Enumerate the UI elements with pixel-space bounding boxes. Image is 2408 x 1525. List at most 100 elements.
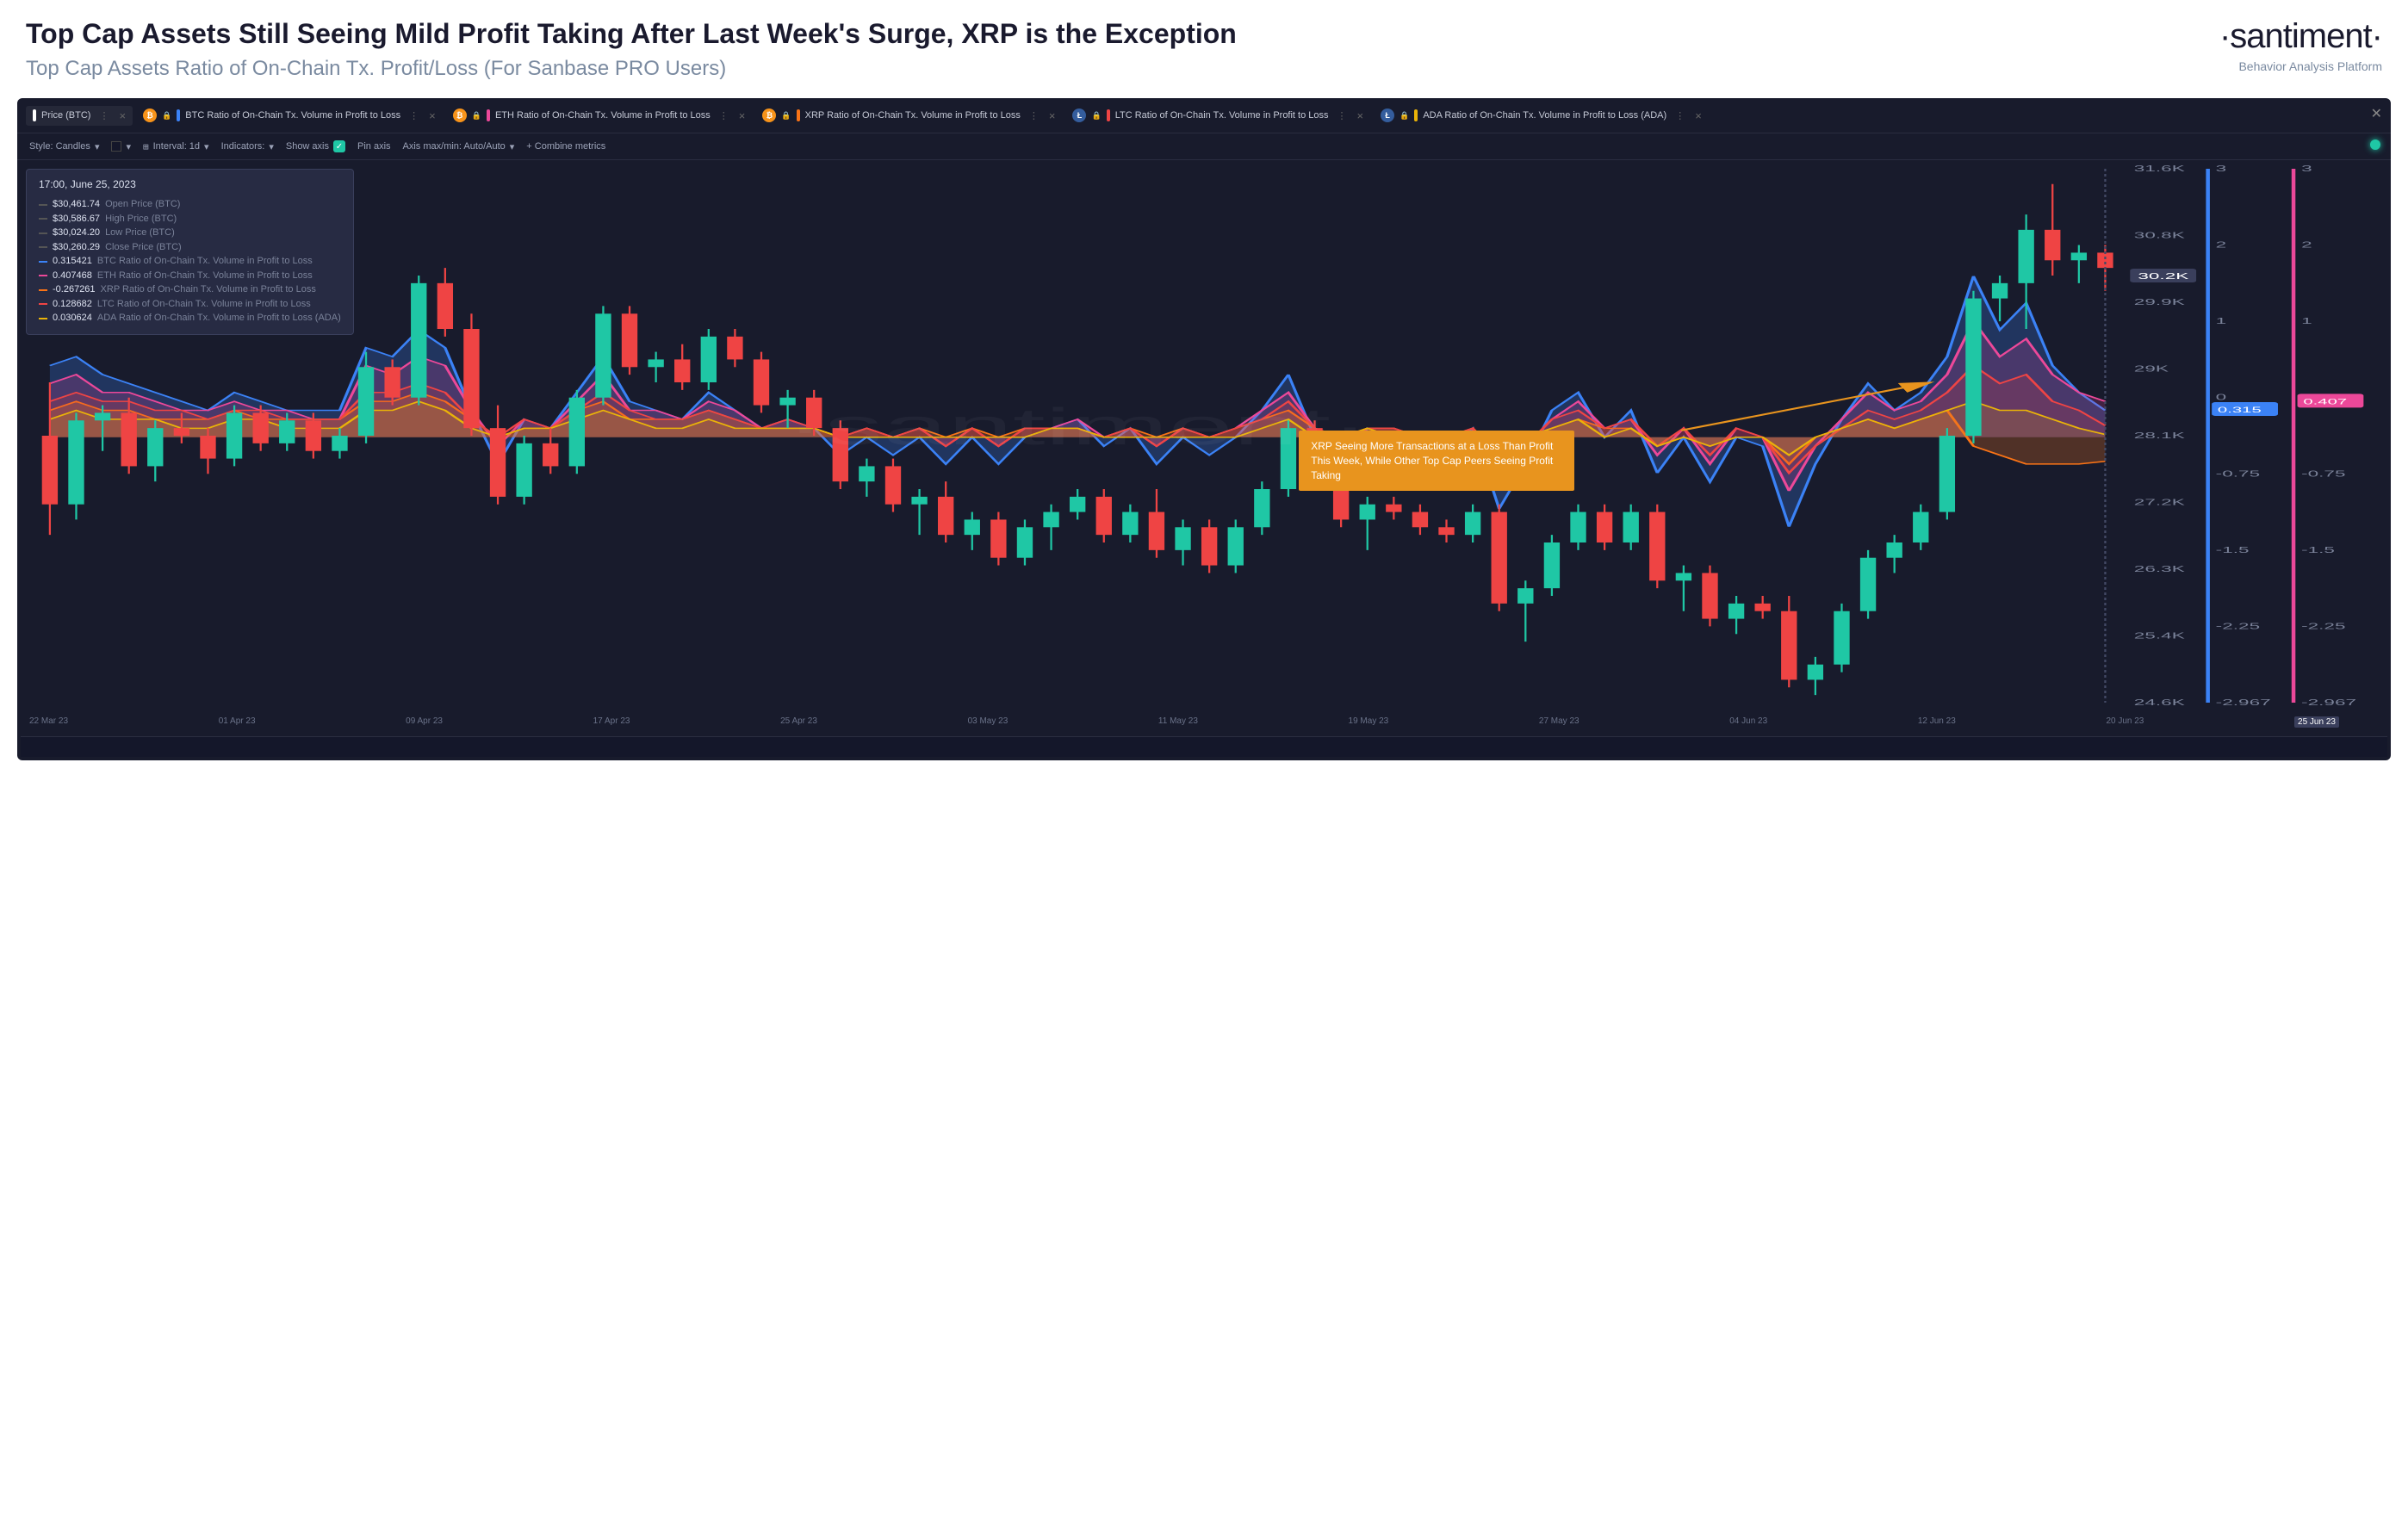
tab-close-icon[interactable]: × xyxy=(739,109,746,122)
color-dot-icon xyxy=(1107,109,1110,121)
x-axis-label: 27 May 23 xyxy=(1539,716,1579,728)
metric-tab[interactable]: ₿🔒BTC Ratio of On-Chain Tx. Volume in Pr… xyxy=(136,105,443,126)
metric-tab[interactable]: Price (BTC) ⋮ × xyxy=(26,106,133,126)
combine-metrics-button[interactable]: + Combine metrics xyxy=(526,141,605,152)
x-axis-label: 09 Apr 23 xyxy=(406,716,443,728)
svg-text:29K: 29K xyxy=(2134,364,2169,374)
chart-svg: 31.6K 30.8K 29.9K 29K 28.1K 27.2K 26.3K 25.4K 24… xyxy=(17,160,2391,711)
svg-text:24.6K: 24.6K xyxy=(2134,697,2185,707)
coin-badge-icon: Ł xyxy=(1072,108,1086,122)
show-axis-toggle[interactable]: Show axis ✓ xyxy=(286,140,345,152)
style-selector[interactable]: Style: Candles ▾ xyxy=(29,141,99,152)
annotation-text: XRP Seeing More Transactions at a Loss T… xyxy=(1311,440,1553,481)
tab-label: LTC Ratio of On-Chain Tx. Volume in Prof… xyxy=(1115,110,1329,121)
color-picker[interactable]: ▾ xyxy=(111,141,131,152)
svg-text:3: 3 xyxy=(2216,164,2227,173)
interval-selector[interactable]: ⊞ Interval: 1d ▾ xyxy=(143,141,209,152)
metric-tabs: Price (BTC)⋮×₿🔒BTC Ratio of On-Chain Tx.… xyxy=(17,98,2391,133)
annotation-box: XRP Seeing More Transactions at a Loss T… xyxy=(1299,431,1574,491)
lock-icon: 🔒 xyxy=(1399,111,1409,121)
sub-title: Top Cap Assets Ratio of On-Chain Tx. Pro… xyxy=(26,57,2219,81)
metric-tab[interactable]: ₿🔒ETH Ratio of On-Chain Tx. Volume in Pr… xyxy=(446,105,753,126)
svg-text:29.9K: 29.9K xyxy=(2134,297,2185,307)
x-axis-label: 11 May 23 xyxy=(1158,716,1198,728)
close-all-icon[interactable]: ✕ xyxy=(2371,105,2382,122)
metric-tab[interactable]: Ł 🔒 LTC Ratio of On-Chain Tx. Volume in Pr… xyxy=(1065,105,1370,126)
svg-text:·santiment·: ·santiment· xyxy=(785,399,1369,456)
coin-badge-icon: Ł xyxy=(1381,108,1394,122)
tab-label: ETH Ratio of On-Chain Tx. Volume in Prof… xyxy=(495,110,711,121)
svg-text:26.3K: 26.3K xyxy=(2134,564,2185,573)
tab-options-icon[interactable]: ⋮ xyxy=(1337,110,1347,121)
tab-close-icon[interactable]: × xyxy=(1357,109,1364,122)
tab-close-icon[interactable]: × xyxy=(1695,109,1702,122)
tab-options-icon[interactable]: ⋮ xyxy=(99,110,109,121)
svg-text:2: 2 xyxy=(2216,240,2227,250)
main-title: Top Cap Assets Still Seeing Mild Profit … xyxy=(26,17,2219,50)
chart-body[interactable]: 31.6K 30.8K 29.9K 29K 28.1K 27.2K 26.3K 25.4K 24… xyxy=(17,160,2391,711)
tab-options-icon[interactable]: ⋮ xyxy=(1029,110,1039,121)
chart-container: ✕ Price (BTC)⋮×₿🔒BTC Ratio of On-Chain T… xyxy=(17,98,2391,760)
svg-text:-1.5: -1.5 xyxy=(2301,545,2335,555)
tooltip-row: $30,461.74 Open Price (BTC) xyxy=(39,197,341,212)
svg-text:31.6K: 31.6K xyxy=(2134,164,2185,173)
lock-icon: 🔒 xyxy=(781,111,791,121)
footer-bar xyxy=(21,736,2387,757)
chart-tooltip: 17:00, June 25, 2023 $30,461.74 Open Pri… xyxy=(26,169,354,335)
tab-options-icon[interactable]: ⋮ xyxy=(409,110,419,121)
x-axis-label: 25 Apr 23 xyxy=(780,716,817,728)
x-axis-label: 25 Jun 23 xyxy=(2294,716,2339,728)
axis-maxmin-selector[interactable]: Axis max/min: Auto/Auto ▾ xyxy=(403,141,515,152)
tooltip-row: 0.315421 BTC Ratio of On-Chain Tx. Volum… xyxy=(39,254,341,269)
svg-text:0.315: 0.315 xyxy=(2218,406,2262,415)
tab-label: Price (BTC) xyxy=(41,110,90,121)
color-dot-icon xyxy=(1414,109,1418,121)
pin-axis-toggle[interactable]: Pin axis xyxy=(357,141,391,152)
svg-text:2: 2 xyxy=(2301,240,2312,250)
tab-close-icon[interactable]: × xyxy=(429,109,436,122)
tooltip-row: $30,260.29 Close Price (BTC) xyxy=(39,240,341,255)
svg-text:-2.967: -2.967 xyxy=(2301,697,2356,707)
tab-close-icon[interactable]: × xyxy=(1049,109,1056,122)
tooltip-time: 17:00, June 25, 2023 xyxy=(39,178,341,190)
svg-text:25.4K: 25.4K xyxy=(2134,631,2185,641)
svg-text:28.1K: 28.1K xyxy=(2134,431,2185,440)
indicators-selector[interactable]: Indicators: ▾ xyxy=(221,141,274,152)
svg-text:-0.75: -0.75 xyxy=(2301,469,2345,479)
x-axis: 22 Mar 2301 Apr 2309 Apr 2317 Apr 2325 A… xyxy=(17,711,2391,733)
tooltip-row: 0.030624 ADA Ratio of On-Chain Tx. Volum… xyxy=(39,311,341,325)
tooltip-row: 0.407468 ETH Ratio of On-Chain Tx. Volum… xyxy=(39,269,341,283)
tab-close-icon[interactable]: × xyxy=(119,109,126,122)
coin-badge-icon: ₿ xyxy=(143,108,157,122)
svg-text:-2.25: -2.25 xyxy=(2216,622,2260,631)
logo-tagline: Behavior Analysis Platform xyxy=(2219,59,2382,73)
lock-icon: 🔒 xyxy=(1091,111,1101,121)
x-axis-label: 12 Jun 23 xyxy=(1918,716,1956,728)
svg-text:0.407: 0.407 xyxy=(2303,398,2347,406)
tooltip-row: -0.267261 XRP Ratio of On-Chain Tx. Volu… xyxy=(39,282,341,297)
metric-tab[interactable]: ₿🔒XRP Ratio of On-Chain Tx. Volume in Pr… xyxy=(755,105,1062,126)
tab-label: BTC Ratio of On-Chain Tx. Volume in Prof… xyxy=(185,110,400,121)
svg-text:-2.25: -2.25 xyxy=(2301,622,2345,631)
svg-text:3: 3 xyxy=(2301,164,2312,173)
svg-text:30.8K: 30.8K xyxy=(2134,231,2185,240)
logo-block: ·santiment· Behavior Analysis Platform xyxy=(2219,17,2382,73)
svg-text:1: 1 xyxy=(2301,316,2312,325)
logo: ·santiment· xyxy=(2219,17,2382,56)
metric-tab[interactable]: Ł 🔒 ADA Ratio of On-Chain Tx. Volume in Pr… xyxy=(1374,105,1709,126)
tooltip-row: $30,586.67 High Price (BTC) xyxy=(39,212,341,226)
tab-options-icon[interactable]: ⋮ xyxy=(1675,110,1685,121)
page-header: Top Cap Assets Still Seeing Mild Profit … xyxy=(0,0,2408,90)
svg-text:27.2K: 27.2K xyxy=(2134,498,2185,507)
svg-text:30.2K: 30.2K xyxy=(2138,271,2188,281)
x-axis-label: 20 Jun 23 xyxy=(2106,716,2144,728)
lock-icon: 🔒 xyxy=(472,111,481,121)
coin-badge-icon: ₿ xyxy=(762,108,776,122)
tab-label: ADA Ratio of On-Chain Tx. Volume in Prof… xyxy=(1423,110,1666,121)
x-axis-label: 03 May 23 xyxy=(968,716,1009,728)
chart-toolbar: Style: Candles ▾ ▾ ⊞ Interval: 1d ▾ Indi… xyxy=(17,133,2391,160)
x-axis-label: 17 Apr 23 xyxy=(593,716,630,728)
svg-text:-2.967: -2.967 xyxy=(2216,697,2271,707)
tab-options-icon[interactable]: ⋮ xyxy=(719,110,729,121)
x-axis-label: 19 May 23 xyxy=(1349,716,1389,728)
